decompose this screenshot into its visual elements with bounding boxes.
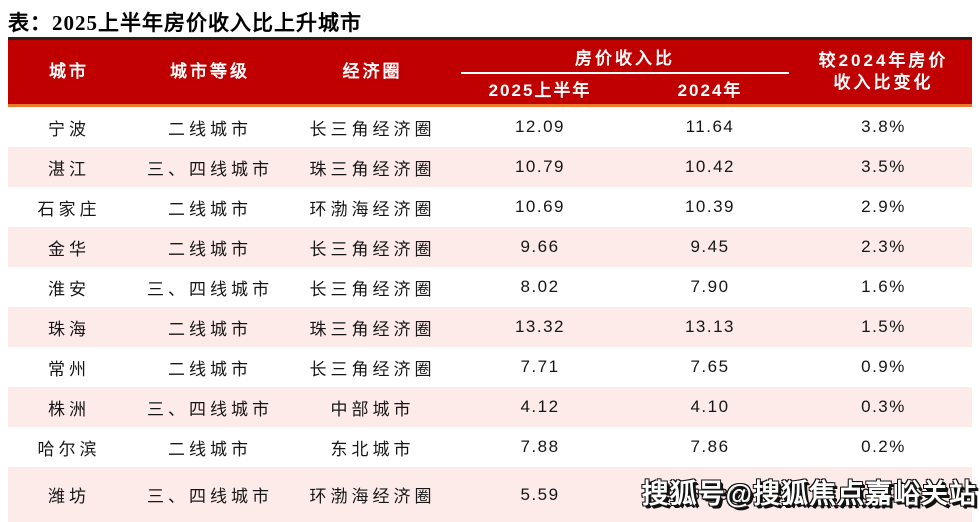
- cell-change: 2.3%: [861, 237, 906, 256]
- table-body: 宁波 二线城市 长三角经济圈 12.09 11.64 3.8% 湛江 三、四线城市 珠三角经济圈…: [8, 107, 972, 522]
- cell-change: 1.6%: [861, 277, 906, 296]
- cell-circle: 长三角经济圈: [309, 239, 436, 259]
- cell-ratio-2025h1: 5.59: [520, 484, 560, 504]
- cell-city: 常州: [48, 359, 90, 379]
- cell-circle: 环渤海经济圈: [309, 199, 436, 219]
- cell-city: 石家庄: [37, 199, 101, 219]
- col-group-ratio-label: 房价收入比: [575, 49, 675, 68]
- cell-ratio-2025h1: 8.02: [520, 277, 560, 296]
- col-group-ratio: 房价收入比 2025上半年 2024年: [455, 40, 795, 105]
- cell-tier: 二线城市: [168, 359, 252, 379]
- cell-tier: 二线城市: [168, 119, 252, 139]
- cell-change: 2.9%: [861, 197, 906, 216]
- cell-change: 1.5%: [861, 317, 906, 336]
- table-row: 潍坊 三、四线城市 环渤海经济圈 5.59 5.58 0.2%: [8, 467, 972, 522]
- cell-ratio-2024: 9.45: [690, 237, 730, 256]
- page-title: 表：2025上半年房价收入比上升城市: [8, 11, 362, 35]
- col-header-circle: 经济圈: [342, 62, 403, 81]
- cell-ratio-2024: 7.90: [690, 277, 730, 296]
- cell-ratio-2025h1: 13.32: [514, 317, 566, 336]
- cell-change: 3.8%: [861, 117, 906, 136]
- cell-circle: 环渤海经济圈: [309, 487, 436, 506]
- table-row: 金华 二线城市 长三角经济圈 9.66 9.45 2.3%: [8, 227, 972, 267]
- cell-change: 0.3%: [861, 397, 906, 416]
- cell-change: 3.5%: [861, 157, 906, 176]
- cell-change: 0.9%: [861, 357, 906, 376]
- cell-ratio-2024: 7.65: [690, 357, 730, 376]
- cell-ratio-2025h1: 7.88: [520, 437, 560, 456]
- cell-ratio-2025h1: 10.69: [514, 197, 566, 216]
- cell-tier: 三、四线城市: [147, 399, 273, 419]
- watermark: 搜狐号@搜狐焦点嘉峪关站: [641, 479, 977, 509]
- col-header-2024: 2024年: [677, 81, 743, 100]
- col-header-city: 城市: [49, 62, 89, 81]
- table-header-row: 城市 城市等级 经济圈 房价收入比 2025上半年 2024年 较2024年房价…: [8, 37, 972, 107]
- table-row: 淮安 三、四线城市 长三角经济圈 8.02 7.90 1.6%: [8, 267, 972, 307]
- cell-city: 湛江: [48, 159, 90, 179]
- col-header-tier: 城市等级: [170, 62, 250, 81]
- table-row: 石家庄 二线城市 环渤海经济圈 10.69 10.39 2.9%: [8, 187, 972, 227]
- cell-circle: 中部城市: [330, 399, 415, 419]
- table-row: 湛江 三、四线城市 珠三角经济圈 10.79 10.42 3.5%: [8, 147, 972, 187]
- cell-circle: 珠三角经济圈: [309, 319, 436, 339]
- cell-ratio-2025h1: 9.66: [520, 237, 560, 256]
- group-divider-line: [461, 72, 789, 74]
- cell-city: 株洲: [48, 399, 90, 419]
- cell-tier: 三、四线城市: [147, 487, 273, 506]
- cell-ratio-2025h1: 7.71: [520, 357, 560, 376]
- cell-city: 淮安: [48, 279, 90, 299]
- cell-tier: 二线城市: [168, 319, 252, 339]
- cell-ratio-2024: 13.13: [684, 317, 736, 336]
- cell-ratio-2024: 7.86: [690, 437, 730, 456]
- cell-circle: 长三角经济圈: [309, 359, 436, 379]
- cell-city: 哈尔滨: [37, 439, 101, 459]
- col-header-2025h1: 2025上半年: [488, 81, 592, 100]
- col-header-change: 较2024年房价收入比变化: [818, 50, 949, 93]
- table-row: 宁波 二线城市 长三角经济圈 12.09 11.64 3.8%: [8, 107, 972, 147]
- cell-city: 潍坊: [48, 487, 90, 506]
- cell-circle: 长三角经济圈: [309, 119, 436, 139]
- table-row: 珠海 二线城市 珠三角经济圈 13.32 13.13 1.5%: [8, 307, 972, 347]
- table-row: 株洲 三、四线城市 中部城市 4.12 4.10 0.3%: [8, 387, 972, 427]
- cell-change: 0.2%: [861, 437, 906, 456]
- cell-ratio-2024: 10.42: [684, 157, 736, 176]
- cell-tier: 三、四线城市: [147, 279, 273, 299]
- cell-tier: 三、四线城市: [147, 159, 273, 179]
- cell-city: 珠海: [48, 319, 90, 339]
- cell-ratio-2024: 10.39: [684, 197, 736, 216]
- cell-tier: 二线城市: [168, 239, 252, 259]
- table-row: 哈尔滨 二线城市 东北城市 7.88 7.86 0.2%: [8, 427, 972, 467]
- cell-ratio-2025h1: 12.09: [514, 117, 566, 136]
- cell-tier: 二线城市: [168, 439, 252, 459]
- cell-circle: 珠三角经济圈: [309, 159, 436, 179]
- price-income-ratio-table: 城市 城市等级 经济圈 房价收入比 2025上半年 2024年 较2024年房价…: [8, 37, 972, 522]
- cell-ratio-2024: 5.58: [690, 484, 730, 504]
- cell-circle: 长三角经济圈: [309, 279, 436, 299]
- cell-ratio-2025h1: 4.12: [520, 397, 560, 416]
- cell-ratio-2025h1: 10.79: [514, 157, 566, 176]
- cell-ratio-2024: 11.64: [685, 117, 735, 136]
- cell-city: 金华: [48, 239, 90, 259]
- cell-tier: 二线城市: [168, 199, 252, 219]
- table-row: 常州 二线城市 长三角经济圈 7.71 7.65 0.9%: [8, 347, 972, 387]
- cell-change: 0.2%: [861, 484, 906, 504]
- cell-ratio-2024: 4.10: [690, 397, 730, 416]
- cell-city: 宁波: [48, 119, 90, 139]
- cell-circle: 东北城市: [330, 439, 415, 459]
